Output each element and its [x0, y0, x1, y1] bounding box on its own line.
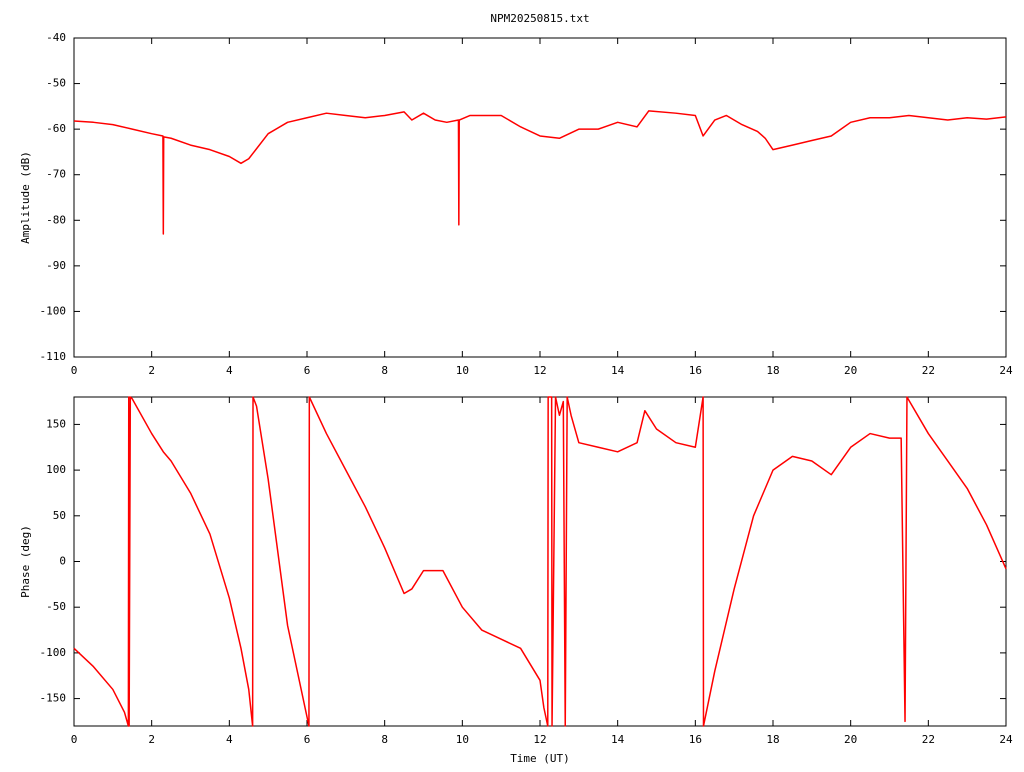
x-tick-label: 22 [922, 733, 935, 746]
y-tick-label: -50 [46, 77, 66, 90]
y-axis-label: Phase (deg) [19, 525, 32, 598]
x-tick-label: 18 [766, 364, 779, 377]
y-tick-label: -60 [46, 122, 66, 135]
y-tick-label: -150 [40, 692, 67, 705]
y-tick-label: -80 [46, 213, 66, 226]
y-tick-label: -100 [40, 304, 67, 317]
chart-title: NPM20250815.txt [490, 12, 589, 25]
y-tick-label: 100 [46, 463, 66, 476]
x-tick-label: 20 [844, 364, 857, 377]
y-axis-label: Amplitude (dB) [19, 151, 32, 244]
x-tick-label: 8 [381, 733, 388, 746]
x-tick-label: 14 [611, 364, 625, 377]
x-tick-label: 10 [456, 733, 469, 746]
x-tick-label: 6 [304, 733, 311, 746]
x-tick-label: 0 [71, 364, 78, 377]
y-tick-label: -40 [46, 31, 66, 44]
y-tick-label: 0 [59, 555, 66, 568]
x-tick-label: 2 [148, 364, 155, 377]
x-tick-label: 16 [689, 364, 702, 377]
x-tick-label: 4 [226, 364, 233, 377]
x-tick-label: 8 [381, 364, 388, 377]
x-tick-label: 22 [922, 364, 935, 377]
x-tick-label: 4 [226, 733, 233, 746]
x-tick-label: 16 [689, 733, 702, 746]
plot-frame [73, 396, 1007, 727]
y-tick-label: -100 [40, 646, 67, 659]
data-line [73, 110, 1007, 235]
x-tick-label: 2 [148, 733, 155, 746]
y-tick-label: -50 [46, 600, 66, 613]
y-tick-label: -70 [46, 168, 66, 181]
y-tick-label: 50 [53, 509, 66, 522]
plot-frame [73, 37, 1007, 358]
x-tick-label: 10 [456, 364, 469, 377]
x-tick-label: 24 [999, 733, 1013, 746]
x-tick-label: 18 [766, 733, 779, 746]
x-tick-label: 14 [611, 733, 625, 746]
x-axis-label: Time (UT) [510, 752, 570, 765]
y-tick-label: -110 [40, 350, 67, 363]
x-tick-label: 6 [304, 364, 311, 377]
x-tick-label: 12 [533, 364, 546, 377]
x-tick-label: 12 [533, 733, 546, 746]
x-tick-label: 20 [844, 733, 857, 746]
x-tick-label: 24 [999, 364, 1013, 377]
y-tick-label: 150 [46, 417, 66, 430]
x-tick-label: 0 [71, 733, 78, 746]
y-tick-label: -90 [46, 259, 66, 272]
data-line [73, 396, 1007, 727]
